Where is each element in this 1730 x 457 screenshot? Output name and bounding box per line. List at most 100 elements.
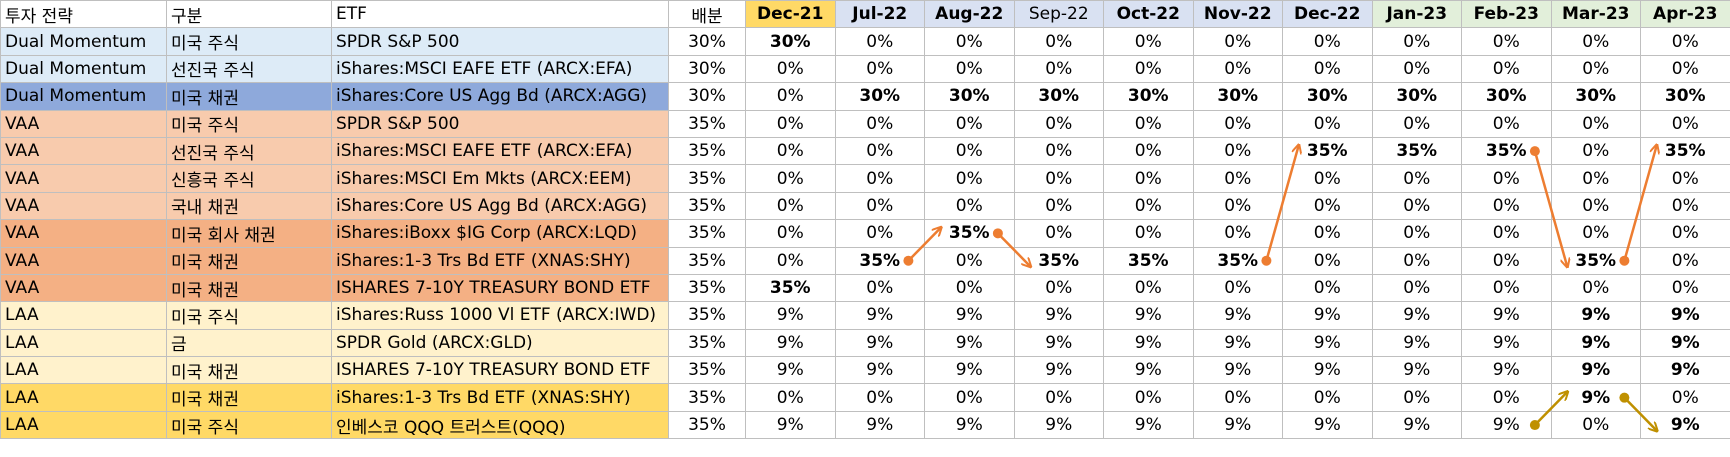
allocation-cell[interactable]: 0% — [1192, 164, 1283, 193]
etf-cell[interactable]: SPDR S&P 500 — [331, 109, 669, 138]
weight-cell[interactable]: 35% — [668, 191, 746, 221]
strategy-cell[interactable]: VAA — [0, 273, 167, 303]
allocation-cell[interactable]: 35% — [1282, 136, 1373, 166]
allocation-cell[interactable]: 0% — [924, 136, 1015, 166]
allocation-cell[interactable]: 0% — [1461, 164, 1552, 193]
allocation-cell[interactable]: 0% — [745, 383, 836, 412]
allocation-cell[interactable]: 0% — [1371, 383, 1462, 412]
weight-cell[interactable]: 30% — [668, 54, 746, 84]
header-etf[interactable]: ETF — [331, 0, 669, 29]
allocation-cell[interactable]: 35% — [1640, 136, 1730, 166]
allocation-cell[interactable]: 9% — [1550, 301, 1641, 330]
allocation-cell[interactable]: 30% — [1192, 82, 1283, 111]
allocation-cell[interactable]: 9% — [1103, 410, 1194, 440]
etf-cell[interactable]: ISHARES 7-10Y TREASURY BOND ETF — [331, 356, 669, 385]
allocation-cell[interactable]: 30% — [1640, 82, 1730, 111]
allocation-cell[interactable]: 0% — [1282, 219, 1373, 248]
allocation-cell[interactable]: 9% — [1013, 328, 1104, 358]
allocation-cell[interactable]: 9% — [1371, 328, 1462, 358]
weight-cell[interactable]: 35% — [668, 246, 746, 275]
allocation-cell[interactable]: 0% — [1550, 273, 1641, 303]
category-cell[interactable]: 미국 채권 — [166, 356, 332, 385]
header-month[interactable]: Feb-23 — [1461, 0, 1552, 29]
allocation-cell[interactable]: 9% — [1371, 410, 1462, 440]
etf-cell[interactable]: ISHARES 7-10Y TREASURY BOND ETF — [331, 273, 669, 303]
allocation-cell[interactable]: 9% — [745, 328, 836, 358]
etf-cell[interactable]: iShares:Core US Agg Bd (ARCX:AGG) — [331, 82, 669, 111]
allocation-cell[interactable]: 9% — [1371, 356, 1462, 385]
allocation-cell[interactable]: 0% — [1013, 219, 1104, 248]
strategy-cell[interactable]: VAA — [0, 191, 167, 221]
allocation-cell[interactable]: 0% — [924, 54, 1015, 84]
allocation-cell[interactable]: 35% — [1013, 246, 1104, 275]
allocation-cell[interactable]: 0% — [1640, 219, 1730, 248]
allocation-cell[interactable]: 9% — [1461, 356, 1552, 385]
allocation-cell[interactable]: 0% — [924, 109, 1015, 138]
strategy-cell[interactable]: VAA — [0, 246, 167, 275]
header-month[interactable]: Sep-22 — [1013, 0, 1104, 29]
allocation-cell[interactable]: 35% — [1371, 136, 1462, 166]
weight-cell[interactable]: 30% — [668, 27, 746, 56]
allocation-cell[interactable]: 9% — [1013, 410, 1104, 440]
allocation-cell[interactable]: 9% — [924, 356, 1015, 385]
allocation-cell[interactable]: 0% — [1550, 109, 1641, 138]
allocation-cell[interactable]: 9% — [1013, 301, 1104, 330]
allocation-cell[interactable]: 9% — [924, 301, 1015, 330]
allocation-cell[interactable]: 0% — [1371, 191, 1462, 221]
allocation-cell[interactable]: 0% — [1461, 219, 1552, 248]
header-weight[interactable]: 배분 — [668, 0, 746, 29]
allocation-cell[interactable]: 0% — [1282, 273, 1373, 303]
category-cell[interactable]: 미국 채권 — [166, 383, 332, 412]
allocation-cell[interactable]: 35% — [834, 246, 925, 275]
etf-cell[interactable]: SPDR S&P 500 — [331, 27, 669, 56]
allocation-cell[interactable]: 0% — [745, 82, 836, 111]
header-month[interactable]: Apr-23 — [1640, 0, 1730, 29]
header-month[interactable]: Aug-22 — [924, 0, 1015, 29]
strategy-cell[interactable]: VAA — [0, 109, 167, 138]
header-month[interactable]: Dec-21 — [745, 0, 836, 29]
category-cell[interactable]: 선진국 주식 — [166, 136, 332, 166]
category-cell[interactable]: 미국 회사 채권 — [166, 219, 332, 248]
allocation-cell[interactable]: 9% — [1550, 356, 1641, 385]
allocation-cell[interactable]: 9% — [1550, 328, 1641, 358]
header-month[interactable]: Mar-23 — [1550, 0, 1641, 29]
allocation-cell[interactable]: 9% — [1103, 356, 1194, 385]
strategy-cell[interactable]: LAA — [0, 383, 167, 412]
allocation-cell[interactable]: 0% — [1371, 164, 1462, 193]
allocation-cell[interactable]: 35% — [1461, 136, 1552, 166]
strategy-cell[interactable]: LAA — [0, 301, 167, 330]
allocation-cell[interactable]: 0% — [1550, 219, 1641, 248]
allocation-cell[interactable]: 0% — [1371, 273, 1462, 303]
allocation-cell[interactable]: 9% — [1013, 356, 1104, 385]
allocation-cell[interactable]: 0% — [1192, 273, 1283, 303]
header-month[interactable]: Dec-22 — [1282, 0, 1373, 29]
category-cell[interactable]: 미국 주식 — [166, 410, 332, 440]
weight-cell[interactable]: 35% — [668, 219, 746, 248]
allocation-cell[interactable]: 9% — [1461, 328, 1552, 358]
allocation-cell[interactable]: 30% — [924, 82, 1015, 111]
allocation-cell[interactable]: 0% — [1103, 191, 1194, 221]
allocation-cell[interactable]: 0% — [924, 164, 1015, 193]
allocation-cell[interactable]: 0% — [834, 191, 925, 221]
weight-cell[interactable]: 35% — [668, 356, 746, 385]
allocation-cell[interactable]: 0% — [1371, 54, 1462, 84]
allocation-cell[interactable]: 0% — [1282, 54, 1373, 84]
allocation-cell[interactable]: 9% — [834, 301, 925, 330]
allocation-cell[interactable]: 9% — [834, 356, 925, 385]
allocation-cell[interactable]: 0% — [745, 191, 836, 221]
allocation-cell[interactable]: 9% — [1282, 328, 1373, 358]
weight-cell[interactable]: 35% — [668, 410, 746, 440]
allocation-cell[interactable]: 0% — [1461, 191, 1552, 221]
category-cell[interactable]: 미국 채권 — [166, 82, 332, 111]
allocation-cell[interactable]: 0% — [834, 273, 925, 303]
header-month[interactable]: Jan-23 — [1371, 0, 1462, 29]
allocation-cell[interactable]: 0% — [1013, 164, 1104, 193]
allocation-cell[interactable]: 0% — [1640, 164, 1730, 193]
allocation-cell[interactable]: 0% — [745, 54, 836, 84]
header-category[interactable]: 구분 — [166, 0, 332, 29]
allocation-cell[interactable]: 0% — [1192, 219, 1283, 248]
allocation-cell[interactable]: 0% — [745, 136, 836, 166]
allocation-cell[interactable]: 35% — [1103, 246, 1194, 275]
category-cell[interactable]: 미국 채권 — [166, 246, 332, 275]
allocation-cell[interactable]: 0% — [1192, 109, 1283, 138]
